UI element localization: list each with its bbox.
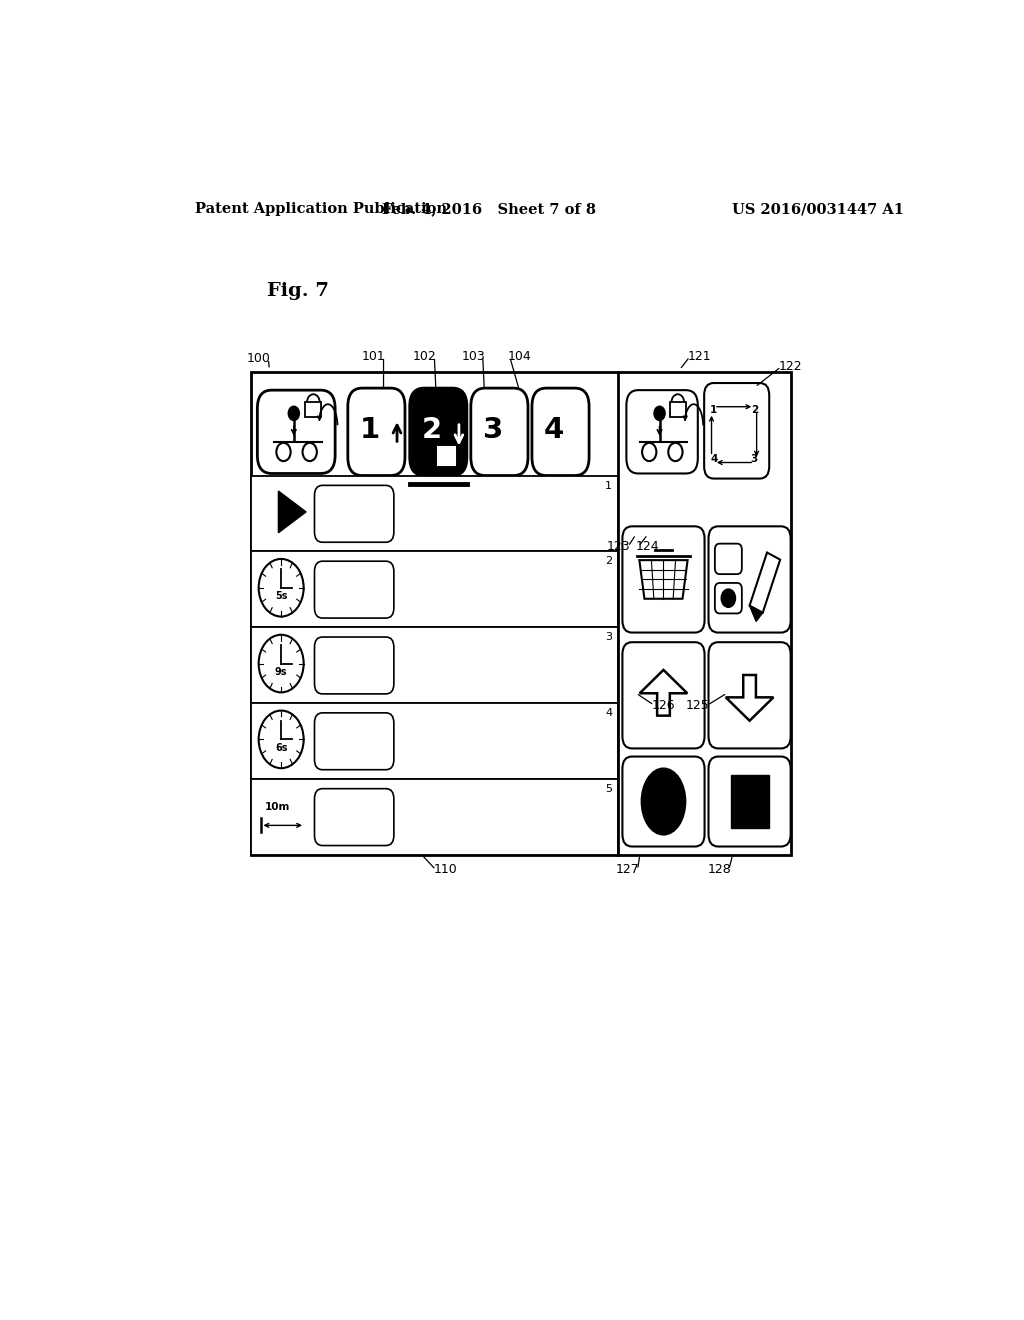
Ellipse shape (642, 768, 685, 834)
Text: 3: 3 (605, 632, 612, 643)
Polygon shape (750, 553, 780, 612)
FancyBboxPatch shape (471, 388, 528, 475)
FancyBboxPatch shape (623, 643, 705, 748)
Bar (251, 552, 618, 627)
Circle shape (276, 442, 291, 461)
Text: Feb. 4, 2016   Sheet 7 of 8: Feb. 4, 2016 Sheet 7 of 8 (382, 202, 596, 216)
Circle shape (302, 442, 316, 461)
FancyBboxPatch shape (314, 638, 394, 694)
Text: 110: 110 (433, 863, 458, 876)
Bar (251, 779, 618, 854)
Text: 3: 3 (482, 416, 503, 444)
Polygon shape (750, 606, 763, 622)
Text: 124: 124 (636, 540, 659, 553)
FancyBboxPatch shape (314, 713, 394, 770)
Text: 101: 101 (362, 350, 386, 363)
Text: 127: 127 (616, 863, 640, 876)
Circle shape (654, 407, 666, 421)
FancyBboxPatch shape (623, 756, 705, 846)
FancyBboxPatch shape (709, 643, 791, 748)
FancyBboxPatch shape (709, 527, 791, 632)
Text: 103: 103 (462, 350, 485, 363)
Text: Fig. 7: Fig. 7 (267, 281, 329, 300)
FancyBboxPatch shape (715, 544, 741, 574)
Text: US 2016/0031447 A1: US 2016/0031447 A1 (732, 202, 904, 216)
Polygon shape (640, 671, 687, 715)
Bar (730, 775, 769, 828)
FancyBboxPatch shape (314, 788, 394, 846)
Text: 1: 1 (605, 480, 612, 491)
Text: 2: 2 (605, 557, 612, 566)
Bar (670, 403, 686, 417)
Text: 4: 4 (544, 416, 564, 444)
FancyBboxPatch shape (715, 583, 741, 614)
Text: 121: 121 (687, 350, 712, 363)
Text: 4: 4 (605, 708, 612, 718)
FancyBboxPatch shape (627, 391, 697, 474)
Text: 123: 123 (606, 540, 630, 553)
FancyBboxPatch shape (709, 756, 791, 846)
FancyBboxPatch shape (410, 388, 467, 475)
Text: 4: 4 (711, 454, 718, 465)
Bar (251, 372, 791, 854)
Text: 126: 126 (652, 698, 676, 711)
Bar (251, 627, 618, 704)
FancyBboxPatch shape (531, 388, 589, 475)
FancyBboxPatch shape (314, 561, 394, 618)
Text: 125: 125 (686, 698, 710, 711)
Bar (437, 447, 455, 466)
Text: 3: 3 (751, 454, 758, 465)
Text: 2: 2 (751, 405, 758, 414)
Circle shape (259, 710, 304, 768)
Text: 6s: 6s (274, 743, 288, 752)
Text: 128: 128 (708, 863, 731, 876)
Bar (251, 704, 618, 779)
FancyBboxPatch shape (257, 391, 335, 474)
Text: 1: 1 (359, 416, 380, 444)
Text: 2: 2 (422, 416, 441, 444)
Circle shape (289, 407, 299, 421)
Bar (251, 475, 618, 552)
Text: 9s: 9s (274, 667, 288, 677)
Circle shape (642, 442, 656, 461)
Text: 122: 122 (779, 360, 803, 374)
Text: 102: 102 (413, 350, 436, 363)
Circle shape (259, 635, 304, 693)
FancyBboxPatch shape (348, 388, 404, 475)
Text: 1: 1 (711, 405, 718, 414)
Text: 10m: 10m (264, 803, 290, 812)
FancyBboxPatch shape (314, 486, 394, 543)
Polygon shape (279, 491, 306, 533)
Polygon shape (726, 675, 773, 721)
FancyBboxPatch shape (705, 383, 769, 479)
Bar (305, 403, 322, 417)
Text: 5s: 5s (274, 591, 288, 602)
Circle shape (672, 395, 684, 411)
Text: 5: 5 (605, 784, 612, 793)
Circle shape (307, 395, 319, 411)
Text: 100: 100 (247, 352, 271, 366)
Text: Patent Application Publication: Patent Application Publication (196, 202, 447, 216)
Circle shape (721, 589, 735, 607)
Circle shape (259, 558, 304, 616)
Circle shape (669, 442, 683, 461)
Text: 104: 104 (507, 350, 531, 363)
FancyBboxPatch shape (623, 527, 705, 632)
